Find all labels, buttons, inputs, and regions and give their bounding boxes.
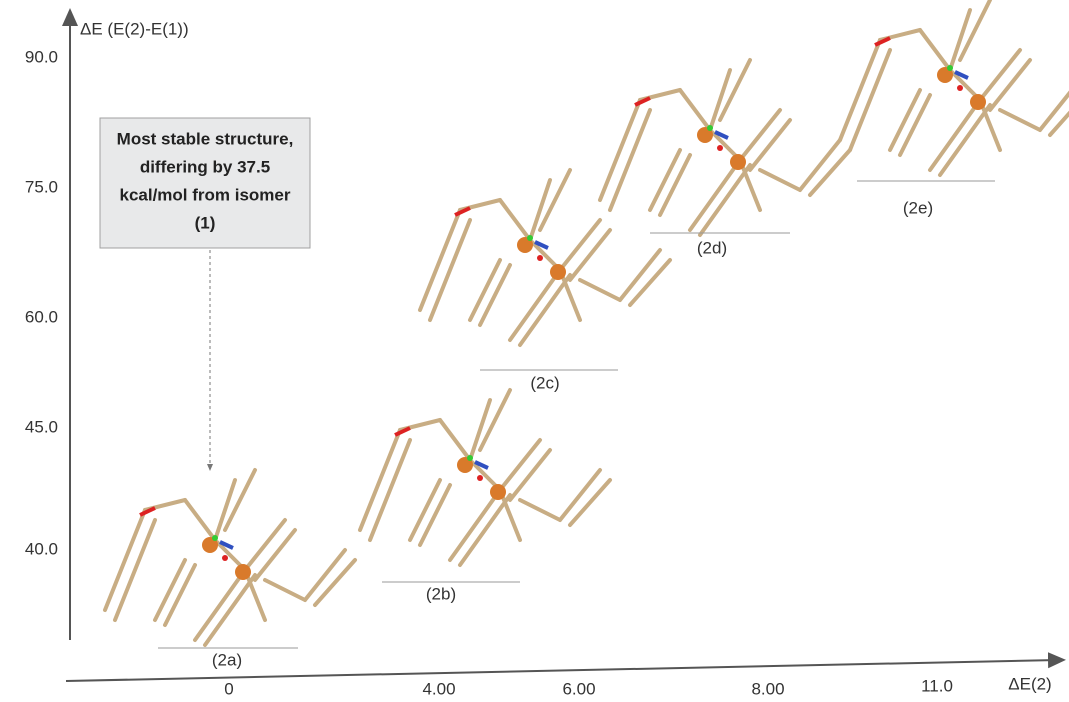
oxygen: [537, 255, 543, 261]
oxygen: [717, 145, 723, 151]
bond: [680, 90, 710, 130]
oxygen: [222, 555, 228, 561]
molecules: [105, 0, 1069, 645]
bond: [740, 110, 780, 160]
y-ticks: 90.0 75.0 60.0 45.0 40.0: [25, 47, 58, 558]
oxygen: [957, 85, 963, 91]
bond: [760, 170, 800, 190]
metal: [490, 484, 506, 500]
bond: [700, 165, 750, 235]
bond: [195, 570, 245, 640]
bond: [245, 520, 285, 570]
bond: [980, 50, 1020, 100]
structure-label: (2c): [530, 373, 559, 392]
bond: [1000, 110, 1040, 130]
structure-label: (2b): [426, 584, 456, 603]
x-tick-label: 11.0: [921, 676, 953, 695]
y-tick-label: 60.0: [25, 307, 58, 326]
annotation-line: Most stable structure,: [117, 129, 294, 148]
metal: [235, 564, 251, 580]
bond: [940, 105, 990, 175]
annotation-line: (1): [195, 213, 216, 232]
bond: [265, 580, 305, 600]
annotation-line: kcal/mol from isomer: [119, 185, 290, 204]
structure-label: (2e): [903, 198, 933, 217]
halide: [707, 125, 713, 131]
bond: [460, 495, 510, 565]
x-ticks: 0 4.00 6.00 8.00 11.0: [224, 676, 953, 697]
bond: [580, 280, 620, 300]
bond: [560, 220, 600, 270]
bond: [520, 500, 560, 520]
bond: [920, 30, 950, 70]
x-tick-label: 8.00: [751, 679, 784, 697]
halide: [212, 535, 218, 541]
y-tick-label: 40.0: [25, 539, 58, 558]
y-tick-label: 75.0: [25, 177, 58, 196]
bond: [510, 270, 560, 340]
x-tick-label: 6.00: [562, 679, 595, 697]
y-axis-label: ΔE (E(2)-E(1)): [80, 19, 189, 38]
bond: [990, 60, 1030, 110]
bond: [500, 440, 540, 490]
oxygen: [477, 475, 483, 481]
metal: [730, 154, 746, 170]
bond: [520, 275, 570, 345]
halide: [527, 235, 533, 241]
metal: [550, 264, 566, 280]
levels: (2a) (2b) (2c) (2d) (2e): [158, 181, 995, 669]
bond: [690, 160, 740, 230]
annotation-line: differing by 37.5: [140, 157, 270, 176]
bond: [570, 230, 610, 280]
metal: [970, 94, 986, 110]
x-tick-label: 4.00: [422, 679, 455, 697]
bond: [750, 120, 790, 170]
halide: [947, 65, 953, 71]
y-tick-label: 90.0: [25, 47, 58, 66]
bond: [500, 200, 530, 240]
x-tick-label: 0: [224, 679, 233, 697]
halide: [467, 455, 473, 461]
bond: [930, 100, 980, 170]
bond: [510, 450, 550, 500]
structure-label: (2d): [697, 238, 727, 257]
energy-diagram: ΔE (E(2)-E(1)) ΔE(2) 90.0 75.0 60.0 45.0 40.…: [0, 0, 1069, 697]
bond: [255, 530, 295, 580]
bond: [450, 490, 500, 560]
y-tick-label: 45.0: [25, 417, 58, 436]
bond: [1040, 80, 1069, 130]
bond: [440, 420, 470, 460]
structure-label: (2a): [212, 650, 242, 669]
bond: [205, 575, 255, 645]
x-axis-label: ΔE(2): [1008, 674, 1051, 693]
bond: [185, 500, 215, 540]
